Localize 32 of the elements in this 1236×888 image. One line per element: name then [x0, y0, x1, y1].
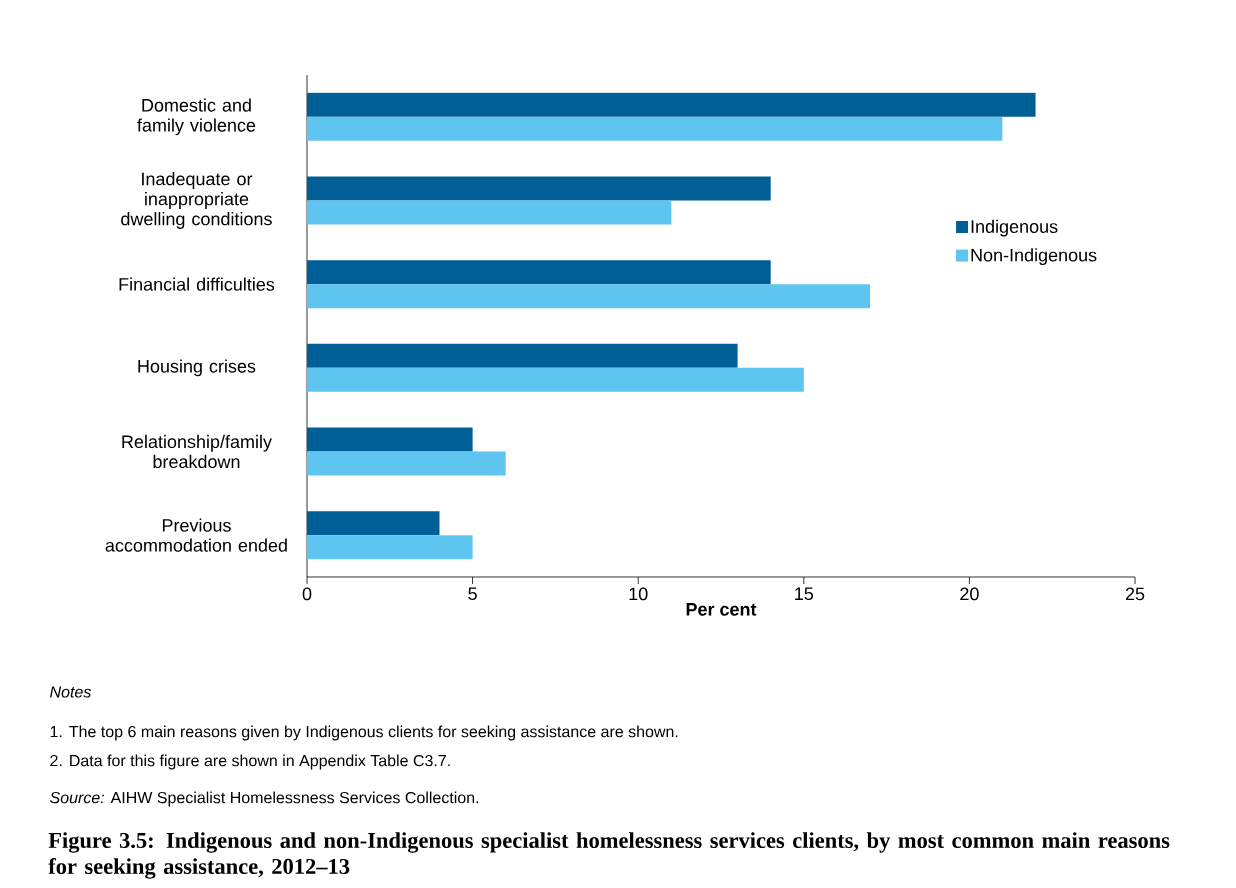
legend-label: Indigenous — [971, 219, 1058, 237]
bar — [307, 343, 738, 368]
x-tick-label: 25 — [1125, 587, 1145, 601]
y-tick-label: Financial difficulties — [119, 277, 275, 291]
text: 1. The top 6 main reasons given by Indigenous clients for seeking assistance are shown. — [50, 725, 678, 741]
bar — [307, 200, 672, 225]
y-tick-label: Housing crises — [138, 359, 256, 377]
y-tick-label: Previous accommodation ended — [105, 518, 287, 552]
x-tick-label: 5 — [468, 587, 477, 601]
text: 2. Data for this figure are shown in Appendix Table C3.7. — [50, 754, 450, 770]
bar — [307, 176, 771, 201]
x-tick-label: 15 — [795, 587, 814, 601]
text: Figure 3.5: Indigenous and non-Indigenous specialist homelessness services clients, by most common main reasons for seeking assistance, 2012–13 — [48, 832, 1170, 879]
bar — [307, 451, 506, 476]
x-tick-label: 10 — [629, 587, 648, 601]
x-tick-label: 20 — [960, 587, 979, 601]
x-axis-title: Per cent — [686, 603, 757, 616]
bar — [307, 511, 440, 536]
text: Notes — [50, 686, 91, 698]
text: Source: AIHW Specialist Homelessness Services Collection. — [50, 791, 479, 807]
x-tick-label: 0 — [302, 587, 312, 601]
bar — [307, 535, 473, 560]
legend-label: Non-Indigenous — [971, 248, 1097, 266]
y-tick-label: Domestic and family violence — [137, 98, 256, 136]
y-tick-label: Inadequate or inappropriate dwelling conditions — [121, 172, 272, 229]
bar — [307, 260, 771, 285]
bar — [307, 427, 473, 452]
bar — [307, 92, 1036, 117]
y-tick-label: Relationship/family breakdown — [122, 434, 272, 469]
bar — [307, 116, 1003, 141]
bar — [307, 367, 804, 392]
bar — [307, 284, 871, 309]
